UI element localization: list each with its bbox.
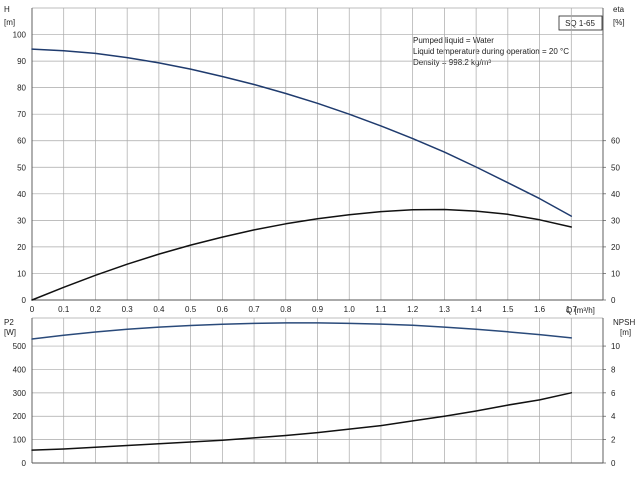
bottom-series-line-0 <box>31 322 573 340</box>
bottom-right-tick-label: 10 <box>611 342 620 351</box>
top-left-tick-label: 80 <box>17 84 26 93</box>
bottom-right-tick-label: 4 <box>611 412 616 421</box>
top-right-tick-label: 50 <box>611 163 620 172</box>
x-tick-label: 0.5 <box>185 305 197 314</box>
bottom-series-line-1 <box>31 392 573 451</box>
top-right-tick-label: 40 <box>611 190 620 199</box>
x-tick-label: 1.6 <box>534 305 546 314</box>
bottom-left-tick-label: 300 <box>13 389 27 398</box>
bottom-left-tick-label: 400 <box>13 365 27 374</box>
top-left-axis-unit: [m] <box>4 18 15 27</box>
top-right-axis-unit: [%] <box>613 18 625 27</box>
bottom-right-tick-label: 0 <box>611 459 616 468</box>
bottom-left-tick-label: 500 <box>13 342 27 351</box>
x-tick-label: 0.2 <box>90 305 102 314</box>
top-left-tick-label: 0 <box>22 296 27 305</box>
top-series-line-1 <box>31 208 573 301</box>
top-left-tick-label: 30 <box>17 216 26 225</box>
bottom-right-tick-label: 8 <box>611 365 616 374</box>
x-tick-label: 1.1 <box>375 305 387 314</box>
x-tick-label: 0.9 <box>312 305 324 314</box>
top-right-tick-label: 60 <box>611 137 620 146</box>
note-pumped-liquid: Pumped liquid = Water <box>413 36 494 45</box>
x-tick-label: 0.3 <box>122 305 134 314</box>
bottom-right-tick-label: 6 <box>611 389 616 398</box>
note-density: Density = 998.2 kg/m³ <box>413 58 491 67</box>
bottom-left-tick-label: 100 <box>13 436 27 445</box>
top-left-tick-label: 60 <box>17 137 26 146</box>
x-axis-label: Q [m³/h] <box>566 306 595 315</box>
x-tick-label: 1.5 <box>502 305 514 314</box>
x-tick-label: 0.4 <box>153 305 165 314</box>
x-tick-label: 0.8 <box>280 305 292 314</box>
x-tick-label: 0.6 <box>217 305 229 314</box>
top-left-tick-label: 50 <box>17 163 26 172</box>
x-tick-label: 1.2 <box>407 305 419 314</box>
top-series-line-0 <box>31 48 573 217</box>
top-left-tick-label: 10 <box>17 269 26 278</box>
bottom-left-axis-unit: [W] <box>4 328 16 337</box>
plot-layer: 0 0.1 0.2 0.3 0.4 0.5 0.6 0.7 0.8 0.9 1.0 1.1 1.2 1.3… <box>13 7 620 468</box>
bottom-left-tick-label: 0 <box>22 459 27 468</box>
top-left-tick-label: 100 <box>13 31 27 40</box>
top-right-tick-label: 30 <box>611 216 620 225</box>
x-tick-label: 1.0 <box>344 305 356 314</box>
bottom-left-axis-title: P2 <box>4 318 14 327</box>
top-right-tick-label: 0 <box>611 296 616 305</box>
x-tick-label: 1.7 <box>566 305 578 314</box>
x-tick-label: 1.4 <box>471 305 483 314</box>
bottom-right-axis-unit: [m] <box>620 328 631 337</box>
top-left-tick-label: 40 <box>17 190 26 199</box>
top-right-tick-label: 10 <box>611 269 620 278</box>
x-tick-label: 0.7 <box>248 305 260 314</box>
x-tick-label: 0.1 <box>58 305 70 314</box>
top-left-tick-label: 90 <box>17 57 26 66</box>
bottom-right-tick-label: 2 <box>611 436 616 445</box>
top-left-axis-title: H <box>4 5 10 14</box>
top-left-tick-label: 20 <box>17 243 26 252</box>
model-label: SQ 1-65 <box>565 19 595 28</box>
bottom-right-axis-title: NPSH <box>613 318 635 327</box>
model-label-box <box>558 15 603 31</box>
x-tick-label: 0 <box>30 305 35 314</box>
top-left-tick-label: 70 <box>17 110 26 119</box>
top-right-axis-title: eta <box>613 5 625 14</box>
bottom-left-tick-label: 200 <box>13 412 27 421</box>
x-tick-label: 1.3 <box>439 305 451 314</box>
top-right-tick-label: 20 <box>611 243 620 252</box>
note-liquid-temperature: Liquid temperature during operation = 20… <box>413 47 569 56</box>
